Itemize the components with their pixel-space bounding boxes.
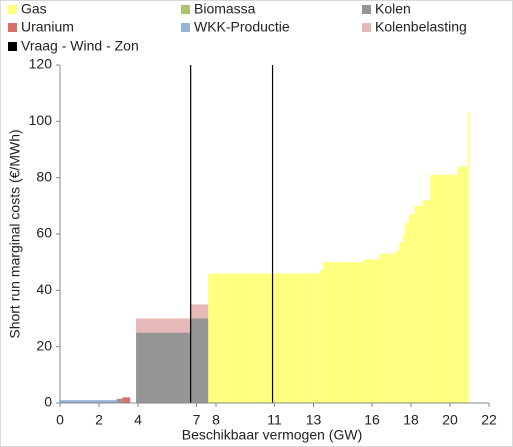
step-segment xyxy=(409,214,415,403)
legend-swatch xyxy=(8,42,17,51)
step-segment xyxy=(319,270,324,403)
step-segment xyxy=(395,250,400,403)
legend-label: Vraag - Wind - Zon xyxy=(21,38,139,54)
y-tick-label: 120 xyxy=(29,56,53,72)
legend-swatch xyxy=(362,23,371,32)
x-tick-label: 0 xyxy=(56,412,64,428)
step-segment xyxy=(430,174,458,403)
y-tick-label: 80 xyxy=(36,168,52,184)
legend-swatch xyxy=(362,5,371,14)
step-segment xyxy=(467,112,470,403)
legend-label: Kolen xyxy=(375,1,411,17)
step-segment xyxy=(323,262,365,403)
x-tick-label: 11 xyxy=(267,412,282,428)
x-tick-label: 4 xyxy=(134,412,142,428)
y-axis-label: Short run marginal costs (€/MWh) xyxy=(7,129,23,338)
y-tick-label: 100 xyxy=(29,112,53,128)
step-segment xyxy=(60,400,117,403)
step-segment xyxy=(122,397,131,403)
legend-label: Kolenbelasting xyxy=(375,19,467,35)
x-axis-label: Beschikbaar vermogen (GW) xyxy=(182,427,363,443)
step-segment xyxy=(136,332,191,403)
legend-swatch xyxy=(181,23,190,32)
y-tick-label: 40 xyxy=(36,281,52,297)
step-segment xyxy=(190,304,209,319)
x-tick-label: 20 xyxy=(442,412,458,428)
legend-label: Gas xyxy=(21,1,47,17)
x-tick-label: 2 xyxy=(95,412,103,428)
y-tick-label: 0 xyxy=(44,394,52,410)
step-segment xyxy=(116,398,123,403)
step-segment xyxy=(379,253,396,403)
y-tick-label: 60 xyxy=(36,225,52,241)
step-segment xyxy=(405,222,410,403)
step-segment xyxy=(208,273,320,403)
legend-label: WKK-Productie xyxy=(194,19,290,35)
x-tick-label: 7 xyxy=(193,412,201,428)
legend-swatch xyxy=(8,23,17,32)
step-segment xyxy=(364,259,380,403)
x-tick-label: 22 xyxy=(481,412,497,428)
y-tick-label: 20 xyxy=(36,337,52,353)
legend-label: Uranium xyxy=(21,19,74,35)
step-segment xyxy=(190,318,209,403)
step-segment xyxy=(457,166,468,403)
legend-swatch xyxy=(8,5,17,14)
step-segment xyxy=(422,200,431,403)
step-segment xyxy=(414,205,423,403)
step-segment xyxy=(399,242,404,403)
step-segment xyxy=(136,318,191,333)
x-tick-label: 18 xyxy=(403,412,419,428)
x-tick-label: 16 xyxy=(364,412,380,428)
x-tick-label: 13 xyxy=(306,412,322,428)
legend-label: Biomassa xyxy=(194,1,256,17)
legend-swatch xyxy=(181,5,190,14)
x-tick-label: 8 xyxy=(212,412,220,428)
step-segment xyxy=(403,234,406,403)
